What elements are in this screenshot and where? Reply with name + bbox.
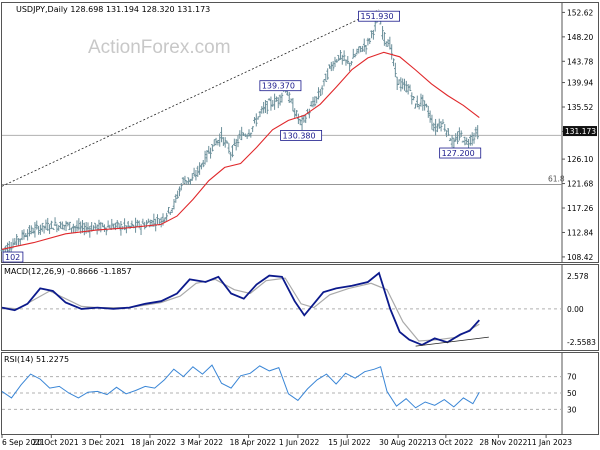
price-header: USDJPY,Daily 128.698 131.194 128.320 131…	[16, 5, 210, 14]
price-tick-label: 143.78	[567, 57, 593, 66]
price-annotation-box	[439, 147, 482, 159]
x-tick-label: 30 Aug 2022	[379, 438, 427, 447]
dashed-trendline	[1, 9, 380, 187]
price-tick-label: 117.26	[567, 204, 593, 213]
macd-signal-line	[1, 277, 480, 342]
panel-border	[1, 2, 599, 263]
panel-border	[1, 264, 599, 351]
price-annotation: 130.380	[283, 131, 316, 140]
price-annotation-box	[2, 251, 24, 263]
price-panel: USDJPY,Daily 128.698 131.194 128.320 131…	[0, 5, 597, 263]
x-tick-label: 6 Sep 2021	[2, 438, 45, 447]
x-tick-label: 3 Dec 2021	[82, 438, 125, 447]
rsi-tick-label: 30	[567, 405, 577, 414]
x-tick-label: 20 Oct 2021	[32, 438, 79, 447]
price-tick-label: 121.68	[567, 180, 593, 189]
price-annotation: 127.200	[442, 149, 475, 158]
price-annotation: 151.930	[360, 12, 393, 21]
macd-tick-label: 2.578	[567, 272, 589, 281]
x-tick-label: 3 Mar 2022	[180, 438, 223, 447]
price-tick-label: 152.62	[567, 8, 593, 17]
price-tick-label: 108.42	[567, 253, 593, 262]
price-annotation-box	[280, 130, 323, 141]
moving-average-line	[1, 51, 480, 250]
x-tick-label: 11 Jan 2023	[527, 438, 572, 447]
x-tick-label: 28 Nov 2022	[479, 438, 527, 447]
x-tick-label: 15 Jul 2022	[328, 438, 371, 447]
watermark: ActionForex.com	[88, 37, 231, 58]
rsi-tick-label: 70	[567, 373, 577, 382]
macd-header: MACD(12,26,9) -0.8666 -1.1857	[4, 267, 132, 276]
price-annotation: 102	[5, 253, 20, 262]
macd-line	[1, 271, 480, 346]
ohlc-bars	[0, 10, 479, 256]
panel-border	[1, 352, 599, 435]
panel-frames	[1, 2, 599, 435]
macd-tick-label: -2.5583	[567, 338, 596, 347]
rsi-panel: RSI(14) 51.2275 70 50 30	[1, 355, 577, 414]
current-price-tag	[563, 126, 597, 137]
price-tick-label: 135.52	[567, 103, 593, 112]
x-tick-label: 1 Jun 2022	[279, 438, 320, 447]
macd-trendline	[415, 336, 489, 347]
price-annotation-box	[259, 80, 302, 92]
price-tick-label: 126.10	[567, 155, 593, 164]
macd-panel: MACD(12,26,9) -0.8666 -1.1857 2.578 0.00 -2…	[1, 267, 596, 347]
rsi-line	[1, 364, 480, 409]
current-price-label: 131.173	[565, 127, 596, 136]
rsi-tick-label: 50	[567, 389, 577, 398]
macd-tick-label: 0.00	[567, 305, 584, 314]
x-tick-label: 18 Apr 2022	[230, 438, 277, 447]
x-tick-label: 13 Oct 2022	[427, 438, 474, 447]
price-tick-label: 148.20	[567, 33, 593, 42]
price-tick-label: 112.84	[567, 228, 593, 237]
x-tick-label: 18 Jan 2022	[131, 438, 176, 447]
price-annotation: 139.370	[262, 82, 295, 91]
fib-label: 61.8	[548, 175, 565, 184]
rsi-header: RSI(14) 51.2275	[4, 355, 69, 364]
price-annotation-box	[358, 10, 400, 22]
price-tick-label: 139.94	[567, 79, 593, 88]
